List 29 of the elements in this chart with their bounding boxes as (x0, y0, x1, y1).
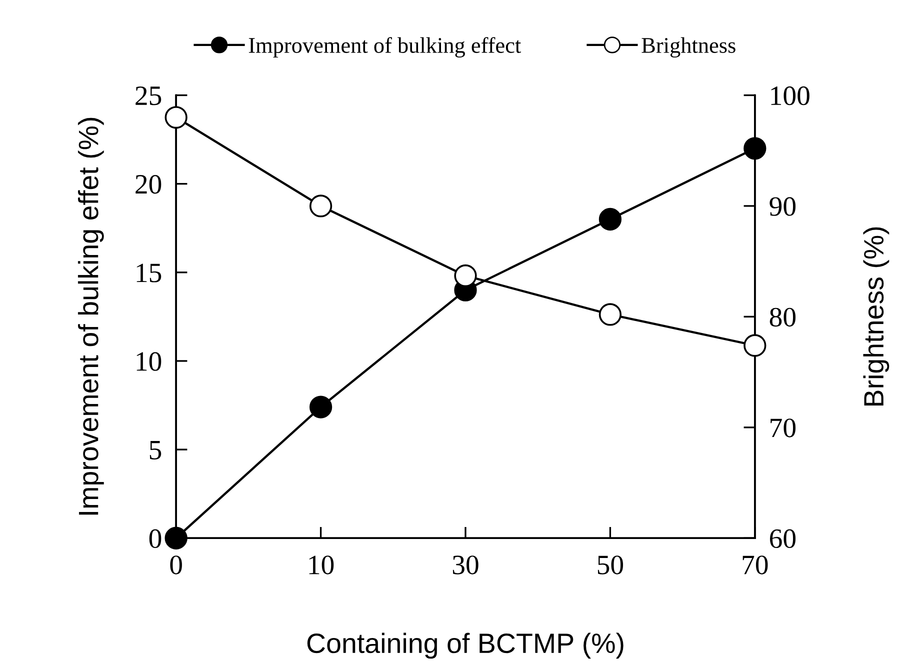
y-tick-label: 25 (136, 86, 162, 106)
y2-tick-label: 80 (770, 308, 796, 327)
point (309, 194, 332, 218)
point (164, 106, 188, 129)
y2-axis-title: Brightness (%) (863, 227, 890, 406)
legend-label: Brightness (642, 37, 736, 58)
point (454, 264, 477, 288)
y2-tick-label: 60 (770, 529, 796, 548)
y-tick-label: 10 (136, 352, 162, 371)
x-tick-label: 10 (309, 556, 334, 574)
y-tick-label: 0 (149, 529, 162, 548)
y2-tick-label: 90 (770, 197, 796, 216)
point (598, 303, 622, 326)
legend-label: Improvement of bulking effect (248, 37, 521, 58)
point (598, 208, 622, 231)
x-tick-label: 70 (742, 556, 768, 574)
x-tick-label: 50 (598, 556, 624, 574)
point (744, 334, 766, 357)
y2-tick-label: 70 (770, 418, 796, 438)
y-tick-label: 15 (136, 264, 162, 282)
x-tick-label: 0 (170, 556, 182, 574)
point (164, 526, 188, 550)
y-axis-title: Improvement of bulking effet (%) (78, 118, 104, 515)
y-tick-label: 20 (136, 174, 162, 194)
x-axis-title: Containing of BCTMP (%) (307, 632, 624, 659)
x-tick-label: 30 (452, 556, 478, 574)
y-tick-label: 5 (150, 440, 162, 460)
y2-tick-label: 100 (771, 86, 810, 106)
point (309, 396, 332, 418)
